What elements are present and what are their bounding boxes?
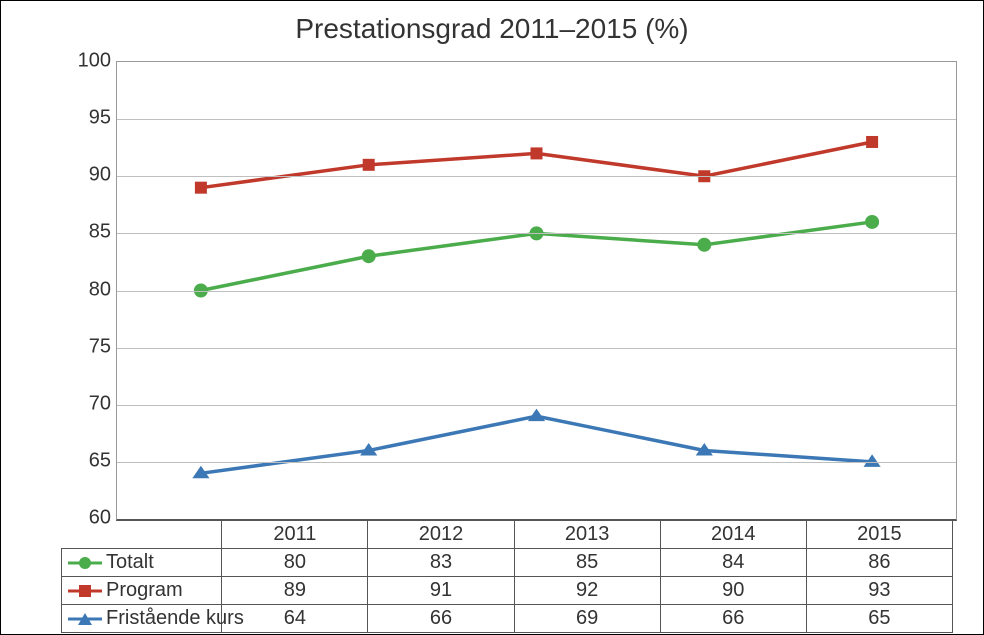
table-cell: 84 <box>660 549 806 577</box>
series-marker-program <box>363 159 375 171</box>
gridline <box>117 176 956 177</box>
table-header-cell: 2014 <box>660 521 806 549</box>
y-tick-label: 85 <box>61 221 111 244</box>
table-row: Program 8991929093 <box>62 577 953 605</box>
series-line-fristaende <box>201 416 872 473</box>
table-cell: 66 <box>660 605 806 633</box>
legend-cell-fristaende: Fristående kurs <box>62 605 222 633</box>
table-header-cell: 2013 <box>514 521 660 549</box>
y-tick-label: 100 <box>61 50 111 73</box>
table-cell: 86 <box>806 549 952 577</box>
square-icon <box>68 584 102 598</box>
series-marker-totalt <box>362 250 375 263</box>
table-cell: 85 <box>514 549 660 577</box>
table-cell: 66 <box>368 605 514 633</box>
plot-area <box>116 61 957 521</box>
y-tick-label: 90 <box>61 164 111 187</box>
chart-container: Prestationsgrad 2011–2015 (%) 6065707580… <box>0 0 984 635</box>
table-cell: 69 <box>514 605 660 633</box>
data-table-wrap: 20112012201320142015Totalt8083858486Prog… <box>61 520 953 628</box>
table-cell: 65 <box>806 605 952 633</box>
table-header-cell: 2011 <box>222 521 368 549</box>
legend-label: Totalt <box>106 551 154 573</box>
table-cell: 83 <box>368 549 514 577</box>
y-tick-label: 65 <box>61 449 111 472</box>
y-tick-label: 70 <box>61 392 111 415</box>
table-cell: 92 <box>514 577 660 605</box>
series-marker-program <box>531 147 543 159</box>
table-cell: 93 <box>806 577 952 605</box>
legend-label: Fristående kurs <box>106 607 244 629</box>
table-cell: 90 <box>660 577 806 605</box>
gridline <box>117 119 956 120</box>
table-blank-cell <box>62 521 222 549</box>
gridline <box>117 462 956 463</box>
legend-label: Program <box>106 579 183 601</box>
table-row: Fristående kurs6466696665 <box>62 605 953 633</box>
y-tick-label: 80 <box>61 278 111 301</box>
series-marker-totalt <box>866 215 879 228</box>
table-cell: 91 <box>368 577 514 605</box>
circle-icon <box>68 556 102 570</box>
plot-area-wrap: 6065707580859095100 <box>61 61 953 516</box>
series-marker-totalt <box>698 238 711 251</box>
gridline <box>117 233 956 234</box>
series-marker-program <box>195 182 207 194</box>
data-table: 20112012201320142015Totalt8083858486Prog… <box>61 520 953 633</box>
legend-cell-totalt: Totalt <box>62 549 222 577</box>
table-row: Totalt 8083858486 <box>62 549 953 577</box>
y-tick-label: 95 <box>61 107 111 130</box>
gridline <box>117 405 956 406</box>
table-header-cell: 2015 <box>806 521 952 549</box>
table-cell: 80 <box>222 549 368 577</box>
legend-cell-program: Program <box>62 577 222 605</box>
table-cell: 89 <box>222 577 368 605</box>
gridline <box>117 348 956 349</box>
series-marker-program <box>866 136 878 148</box>
table-header-cell: 2012 <box>368 521 514 549</box>
gridline <box>117 291 956 292</box>
chart-title: Prestationsgrad 2011–2015 (%) <box>1 13 983 45</box>
triangle-icon <box>68 612 102 626</box>
y-tick-label: 75 <box>61 335 111 358</box>
series-marker-fristaende <box>528 409 545 422</box>
